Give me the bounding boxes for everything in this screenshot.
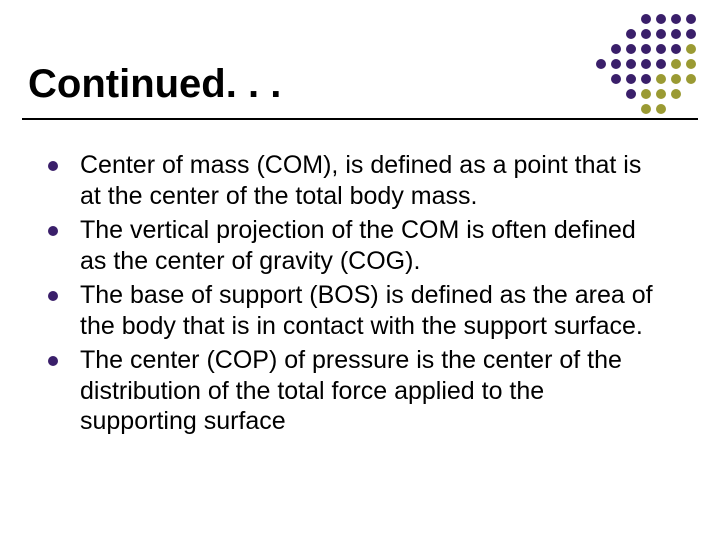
bullet-text: The base of support (BOS) is defined as … <box>80 280 658 341</box>
bullet-text: Center of mass (COM), is defined as a po… <box>80 150 658 211</box>
slide: Continued. . . Center of mass (COM), is … <box>0 0 720 540</box>
bullet-text: The vertical projection of the COM is of… <box>80 215 658 276</box>
list-item: The base of support (BOS) is defined as … <box>48 280 658 341</box>
bullet-icon <box>48 226 58 236</box>
bullet-icon <box>48 161 58 171</box>
list-item: The center (COP) of pressure is the cent… <box>48 345 658 437</box>
corner-dot-grid <box>596 14 698 116</box>
bullet-list: Center of mass (COM), is defined as a po… <box>48 150 658 441</box>
bullet-icon <box>48 291 58 301</box>
bullet-icon <box>48 356 58 366</box>
title-underline <box>22 118 698 120</box>
list-item: The vertical projection of the COM is of… <box>48 215 658 276</box>
slide-title: Continued. . . <box>28 62 281 107</box>
list-item: Center of mass (COM), is defined as a po… <box>48 150 658 211</box>
bullet-text: The center (COP) of pressure is the cent… <box>80 345 658 437</box>
